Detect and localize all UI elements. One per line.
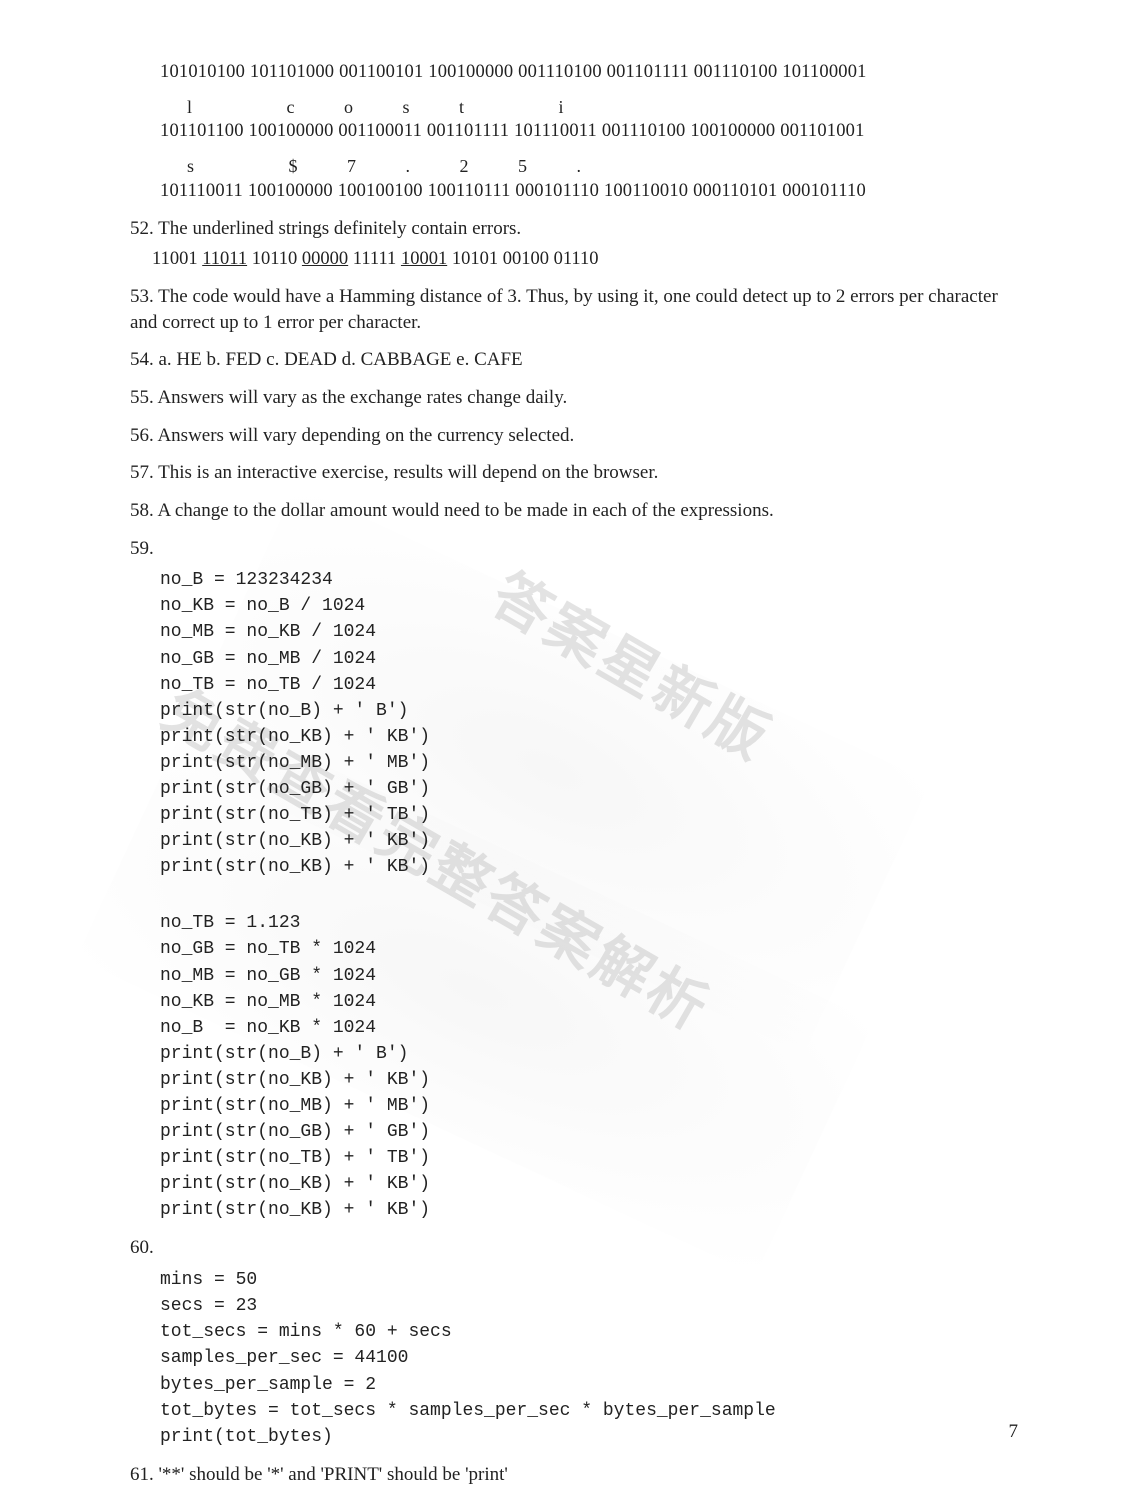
binary-row-2: 101101100 100100000 001100011 001101111 …: [160, 119, 1018, 144]
question-52: 52. The underlined strings definitely co…: [130, 216, 1018, 242]
underline-3: 10001: [401, 249, 447, 269]
code-block-59b: no_TB = 1.123 no_GB = no_TB * 1024 no_MB…: [160, 910, 1018, 1223]
question-60: 60.: [130, 1235, 1018, 1261]
binary-row-3: 101110011 100100000 100100100 100110111 …: [160, 179, 1018, 204]
seg: 10110: [247, 249, 302, 269]
underline-1: 11011: [202, 249, 247, 269]
binary-labels-2: s $ 7 . 2 5 .: [160, 154, 1018, 178]
page-content: 101010100 101101000 001100101 100100000 …: [130, 60, 1018, 1487]
question-52-strings: 11001 11011 10110 00000 11111 10001 1010…: [152, 247, 1018, 272]
binary-row-1: 101010100 101101000 001100101 100100000 …: [160, 60, 1018, 85]
question-59: 59.: [130, 536, 1018, 562]
question-54: 54. a. HE b. FED c. DEAD d. CABBAGE e. C…: [130, 347, 1018, 373]
seg: 11001: [152, 249, 202, 269]
code-block-59a: no_B = 123234234 no_KB = no_B / 1024 no_…: [160, 567, 1018, 880]
question-58: 58. A change to the dollar amount would …: [130, 498, 1018, 524]
question-56: 56. Answers will vary depending on the c…: [130, 423, 1018, 449]
binary-labels-1: l c o s t i: [160, 95, 1018, 119]
seg: 11111: [348, 249, 401, 269]
seg: 10101 00100 01110: [447, 249, 598, 269]
underline-2: 00000: [302, 249, 348, 269]
question-53: 53. The code would have a Hamming distan…: [130, 284, 1018, 335]
question-57: 57. This is an interactive exercise, res…: [130, 460, 1018, 486]
code-block-60: mins = 50 secs = 23 tot_secs = mins * 60…: [160, 1267, 1018, 1450]
question-55: 55. Answers will vary as the exchange ra…: [130, 385, 1018, 411]
question-61: 61. '**' should be '*' and 'PRINT' shoul…: [130, 1462, 1018, 1487]
